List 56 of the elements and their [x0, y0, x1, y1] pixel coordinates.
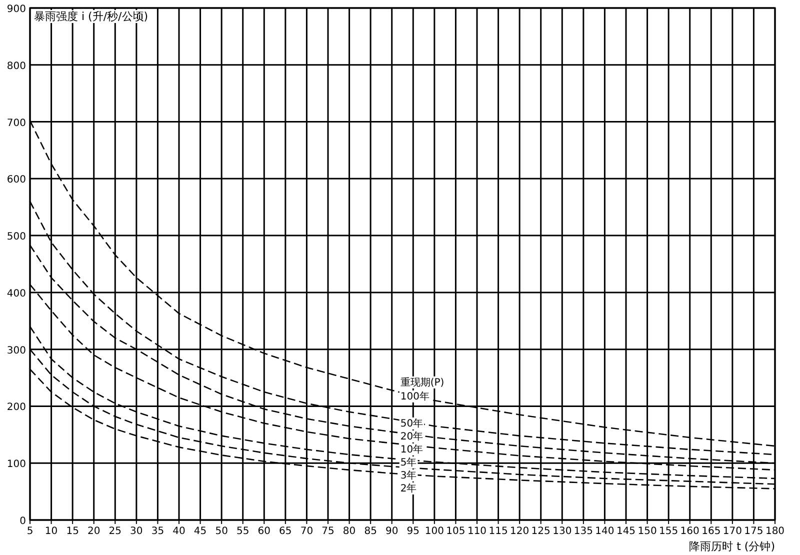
x-tick-label: 35	[151, 526, 164, 537]
y-tick-label: 400	[6, 288, 26, 300]
x-tick-label: 55	[236, 526, 250, 537]
x-tick-label: 175	[744, 526, 764, 537]
series-label: 50年	[400, 417, 424, 430]
y-tick-label: 900	[6, 4, 26, 15]
series-label: 5年	[400, 456, 417, 468]
x-tick-label: 140	[595, 526, 614, 537]
series-label: 100年	[400, 390, 430, 402]
x-tick-label: 45	[194, 526, 207, 537]
y-tick-label: 0	[20, 516, 26, 527]
y-tick-label: 200	[6, 402, 26, 414]
x-tick-label: 40	[172, 526, 186, 537]
x-tick-label: 145	[616, 526, 636, 537]
x-tick-label: 165	[702, 526, 721, 537]
legend-title: 重现期(P)	[400, 376, 444, 388]
x-tick-label: 180	[765, 526, 785, 537]
y-tick-label: 100	[6, 459, 26, 470]
y-tick-label: 500	[6, 232, 26, 243]
x-tick-label: 70	[300, 526, 314, 537]
x-tick-label: 170	[722, 526, 742, 537]
x-tick-label: 50	[215, 526, 228, 537]
x-tick-label: 120	[510, 526, 530, 537]
x-tick-label: 15	[66, 526, 79, 537]
series-label: 20年	[400, 430, 424, 442]
x-tick-label: 160	[680, 526, 700, 537]
x-tick-label: 90	[385, 526, 398, 537]
x-tick-label: 5	[26, 526, 34, 537]
x-tick-label: 20	[87, 526, 100, 537]
x-tick-label: 115	[488, 526, 508, 537]
x-tick-label: 155	[659, 526, 678, 537]
x-tick-label: 85	[364, 526, 377, 537]
x-tick-label: 75	[322, 526, 334, 537]
x-tick-label: 30	[130, 526, 143, 537]
y-axis-title: 暴雨强度 i (升/秒/公顷)	[34, 10, 148, 23]
x-tick-label: 110	[467, 526, 487, 537]
series-label: 3年	[400, 469, 417, 482]
x-tick-label: 80	[342, 526, 356, 537]
x-tick-label: 60	[258, 526, 271, 537]
y-tick-label: 800	[6, 60, 26, 72]
y-tick-label: 300	[6, 345, 26, 356]
series-label: 2年	[400, 482, 417, 494]
x-tick-label: 130	[552, 526, 572, 537]
series-label: 10年	[400, 443, 424, 456]
x-tick-label: 25	[108, 526, 122, 537]
x-tick-label: 95	[406, 526, 420, 537]
x-axis-title: 降雨历时 t (分钟)	[689, 540, 775, 553]
y-tick-label: 700	[6, 118, 26, 129]
x-tick-label: 150	[638, 526, 657, 537]
x-tick-label: 105	[446, 526, 466, 537]
x-tick-label: 65	[279, 526, 292, 537]
x-tick-label: 135	[574, 526, 593, 537]
x-tick-label: 10	[44, 526, 58, 537]
x-tick-label: 100	[424, 526, 444, 537]
y-tick-label: 600	[6, 174, 26, 186]
x-tick-label: 125	[531, 526, 550, 537]
